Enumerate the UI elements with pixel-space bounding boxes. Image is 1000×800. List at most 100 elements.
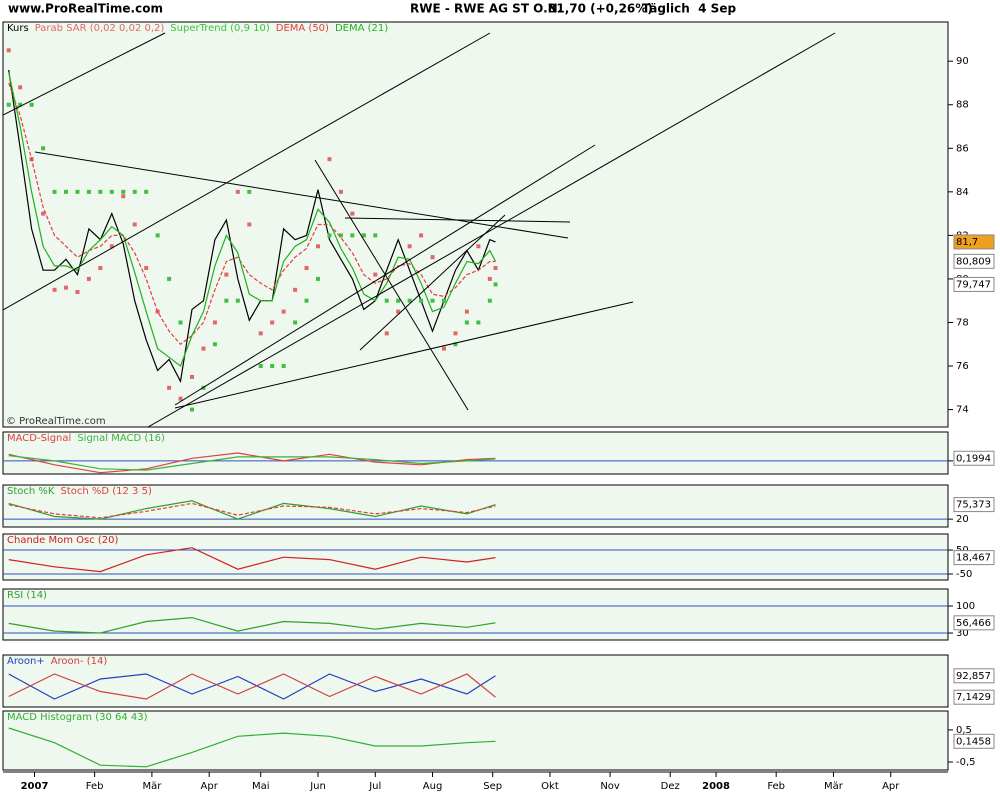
y-tick-label: 74 xyxy=(956,405,969,416)
x-tick-label: Feb xyxy=(767,781,785,792)
x-tick-label: 2007 xyxy=(21,781,49,792)
y-tick-label: -0,5 xyxy=(956,757,976,768)
sar-dot xyxy=(109,244,114,249)
sar-dot xyxy=(75,290,80,294)
trendline xyxy=(34,151,569,239)
sar-dot xyxy=(121,194,126,199)
x-tick-label: Nov xyxy=(600,781,620,792)
x-tick-label: Apr xyxy=(201,781,219,792)
sar-dot xyxy=(430,255,435,260)
value-marker-label: 0,1458 xyxy=(956,736,991,747)
x-tick-label: Sep xyxy=(483,781,502,792)
series-line xyxy=(8,673,496,700)
y-tick-label: 84 xyxy=(956,187,969,198)
sar-dot xyxy=(224,272,229,277)
sar-dot xyxy=(476,244,481,249)
series-line xyxy=(8,69,496,384)
sar-dot xyxy=(64,189,68,194)
value-marker-label: 80,809 xyxy=(956,256,991,267)
sar-dot xyxy=(52,189,57,194)
sar-dot xyxy=(247,222,252,227)
sar-dot xyxy=(419,298,424,303)
legend-entry: SuperTrend (0,9 10) xyxy=(170,23,270,34)
sar-dot xyxy=(350,211,355,216)
sar-dot xyxy=(464,309,469,314)
sar-dot xyxy=(41,146,46,151)
x-tick-label: Aug xyxy=(423,781,443,792)
sar-dot xyxy=(132,189,137,194)
sar-dot xyxy=(281,364,286,369)
value-marker-label: 81,7 xyxy=(956,237,978,248)
sar-dot xyxy=(270,364,275,369)
sar-dot xyxy=(18,85,23,90)
sar-dot xyxy=(396,309,401,314)
y-tick-label: 20 xyxy=(956,514,969,525)
site: www.ProRealTime.com xyxy=(8,2,163,16)
sar-dot xyxy=(442,346,446,351)
sar-dot xyxy=(52,287,57,292)
sar-dot xyxy=(98,266,103,271)
legend-entry: Chande Mom Osc (20) xyxy=(7,535,119,546)
value-marker xyxy=(953,733,995,749)
price: 81,70 (+0,26%) xyxy=(548,2,653,16)
sar-dot xyxy=(430,298,435,303)
sar-dot xyxy=(167,276,172,281)
panel xyxy=(2,710,949,771)
watermark: © ProRealTime.com xyxy=(6,416,106,427)
trendline xyxy=(174,301,634,409)
panels xyxy=(2,21,949,771)
value-marker-label: 75,373 xyxy=(956,500,991,511)
legend-entry: Aroon- (14) xyxy=(51,656,108,667)
sar-dot xyxy=(384,331,389,336)
sar-dot xyxy=(373,233,378,238)
sar-dot xyxy=(476,320,481,325)
sar-dot xyxy=(190,374,194,379)
value-marker xyxy=(953,550,995,566)
sar-dot xyxy=(178,320,183,325)
legend-entry: Stoch %K xyxy=(7,486,55,497)
sar-dot xyxy=(98,189,103,194)
x-tick-label: Mär xyxy=(824,781,844,792)
value-marker xyxy=(953,668,995,684)
series-line xyxy=(8,502,496,519)
sar-dot xyxy=(442,298,446,303)
sar-dot xyxy=(18,102,23,107)
legend-entry: RSI (14) xyxy=(7,590,47,601)
x-tick-label: Feb xyxy=(86,781,104,792)
y-tick-label: 0,5 xyxy=(956,725,972,736)
y-tick-label: 76 xyxy=(956,361,969,372)
value-marker xyxy=(953,253,995,269)
trendlines xyxy=(3,32,836,427)
sar-dot xyxy=(86,189,91,194)
x-tick-label: Apr xyxy=(882,781,900,792)
y-tick-label: 88 xyxy=(956,100,969,111)
y-tick-label: -50 xyxy=(956,569,972,580)
sar-dot xyxy=(453,331,458,336)
sar-dot xyxy=(144,266,149,271)
sar-dot xyxy=(361,233,366,238)
sar-dot xyxy=(464,320,469,325)
value-marker xyxy=(953,497,995,513)
series-line xyxy=(8,547,496,573)
value-marker-label: 79,747 xyxy=(956,279,991,290)
legend-entry: Signal MACD (16) xyxy=(77,433,165,444)
trendline xyxy=(314,159,469,411)
sar-dot xyxy=(407,298,412,303)
series-line xyxy=(8,500,496,520)
sar-dot xyxy=(224,298,229,303)
panel xyxy=(2,21,949,428)
sar-dot xyxy=(86,276,91,281)
sar-dot xyxy=(327,157,332,162)
panel xyxy=(2,588,949,641)
value-marker xyxy=(953,450,995,466)
plot xyxy=(8,673,496,700)
sar-dot xyxy=(6,48,11,53)
sar-dot xyxy=(384,298,389,303)
sar-dot xyxy=(350,233,355,238)
sar-dot xyxy=(316,244,320,249)
sar-dot xyxy=(304,266,309,271)
trendline xyxy=(344,217,571,223)
legend-entry: MACD Histogram (30 64 43) xyxy=(7,712,148,723)
header-bar xyxy=(0,0,1000,18)
